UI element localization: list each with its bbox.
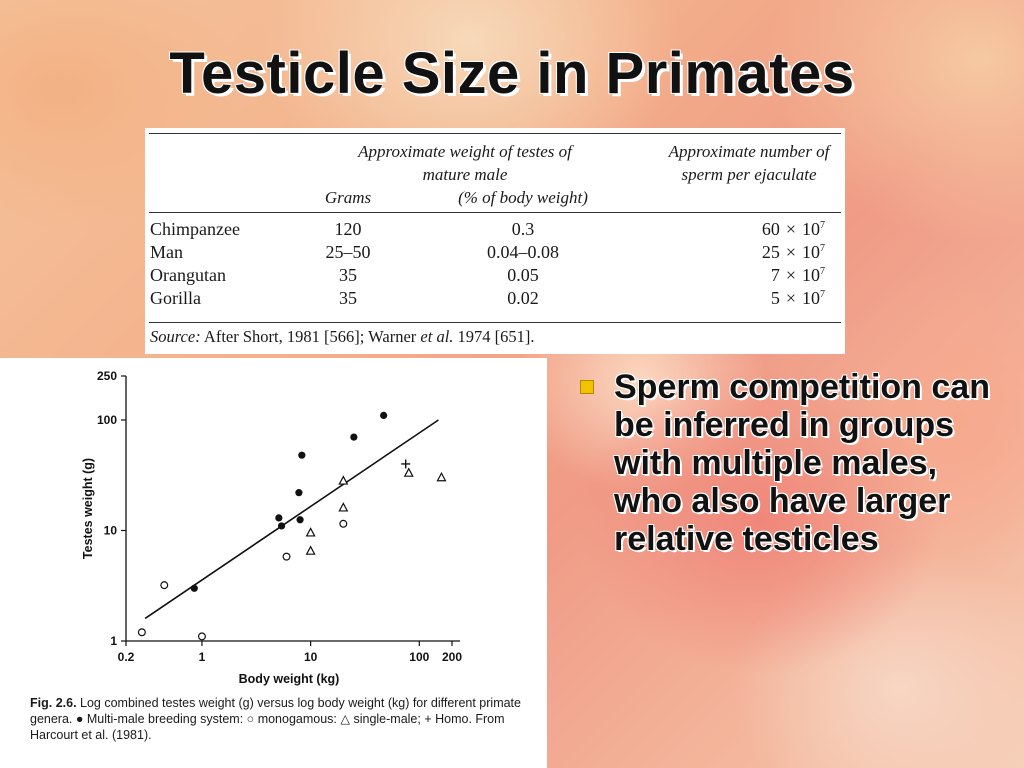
x-tick-label: 0.2 [118,650,135,664]
row-sperm: 25 × 107 [675,241,825,264]
row-percent: 0.3 [511,219,535,239]
multi-male-point [380,411,388,420]
times-sign: × [785,219,796,239]
x-tick-label: 1 [199,650,206,664]
multi-male-point [190,584,198,592]
row-sperm: 60 × 107 [675,218,825,241]
header-sperm: Approximate number of sperm per ejaculat… [668,142,830,184]
row-species: Chimpanzee [150,219,240,239]
y-tick-label: 10 [104,523,118,537]
multi-male-point [350,433,358,441]
sperm-multiplier: 7 [770,265,780,285]
monogamous-point [197,632,206,641]
row-species: Man [150,242,183,262]
sperm-multiplier: 25 [761,242,780,262]
row-grams: 35 [339,265,357,285]
scatter-figure: 0.2 1 10 100 200 1 10 100 250 Body weight (kg) Tes… [0,358,547,768]
source-etal: et al. [420,327,454,346]
monogamous-point [137,628,146,637]
row-percent: 0.04–0.08 [487,242,559,262]
multi-male-point [296,516,304,524]
x-axis-label: Body weight (kg) [239,672,340,686]
times-sign: × [785,288,796,308]
sperm-exponent: 7 [820,243,825,254]
multi-male-point [298,451,306,459]
sperm-exponent: 7 [820,220,825,231]
testes-table: Approximate weight of testes of mature m… [145,128,845,354]
row-grams: 25–50 [325,242,371,262]
sperm-exponent: 7 [820,289,825,300]
base-ten: 10 [802,265,820,285]
row-percent: 0.05 [507,265,539,285]
caption-text: Log combined testes weight (g) versus lo… [30,696,521,742]
x-tick-label: 10 [304,650,318,664]
y-tick-label: 100 [97,413,117,427]
times-sign: × [785,242,796,262]
row-grams: 120 [334,219,362,239]
x-tick-label: 200 [442,650,462,664]
header-percent: (% of body weight) [458,188,588,207]
y-tick-label: 1 [110,634,117,648]
row-sperm: 5 × 107 [675,287,825,310]
monogamous-point [339,519,348,528]
single-male-point [436,471,447,482]
header-weight-group: Approximate weight of testes of mature m… [358,142,572,184]
bullet-text: Sperm competition can be inferred in gro… [614,368,990,558]
base-ten: 10 [802,242,820,262]
row-percent: 0.02 [507,288,539,308]
sperm-multiplier: 60 [761,219,780,239]
table-header-rule [149,212,841,213]
table-top-rule [149,133,841,134]
single-male-point [305,527,316,537]
times-sign: × [785,265,796,285]
monogamous-point [160,581,169,590]
bullet-item: Sperm competition can be inferred in gro… [580,368,1000,558]
sperm-multiplier: 5 [770,288,780,308]
row-grams: 35 [339,288,357,308]
bullet-list: Sperm competition can be inferred in gro… [580,368,1000,558]
multi-male-point [295,489,303,497]
single-male-point [305,545,316,555]
x-tick-label: 100 [409,650,429,664]
table-source: Source: After Short, 1981 [566]; Warner … [150,327,535,347]
source-label: Source: [150,327,201,346]
base-ten: 10 [802,219,820,239]
y-tick-label: 250 [97,369,117,383]
base-ten: 10 [802,288,820,308]
caption-label: Fig. 2.6. [30,696,77,710]
row-species: Gorilla [150,288,201,308]
y-axis-label: Testes weight (g) [81,458,95,559]
source-text-2: 1974 [651]. [453,327,535,346]
homo-point [401,459,411,469]
single-male-point [338,502,349,512]
row-sperm: 7 × 107 [675,264,825,287]
table-bottom-rule [149,322,841,323]
figure-caption: Fig. 2.6. Log combined testes weight (g)… [30,695,540,743]
single-male-point [403,467,414,477]
row-species: Orangutan [150,265,226,285]
multi-male-point [275,514,283,522]
multi-male-point [277,522,286,530]
regression-line [144,419,439,620]
source-text-1: After Short, 1981 [566]; Warner [200,327,421,346]
sperm-exponent: 7 [820,266,825,277]
square-bullet-icon [580,380,594,394]
single-male-point [338,475,349,485]
header-grams: Grams [324,188,372,207]
slide-title: Testicle Size in Primates [169,41,855,106]
monogamous-point [282,552,291,561]
